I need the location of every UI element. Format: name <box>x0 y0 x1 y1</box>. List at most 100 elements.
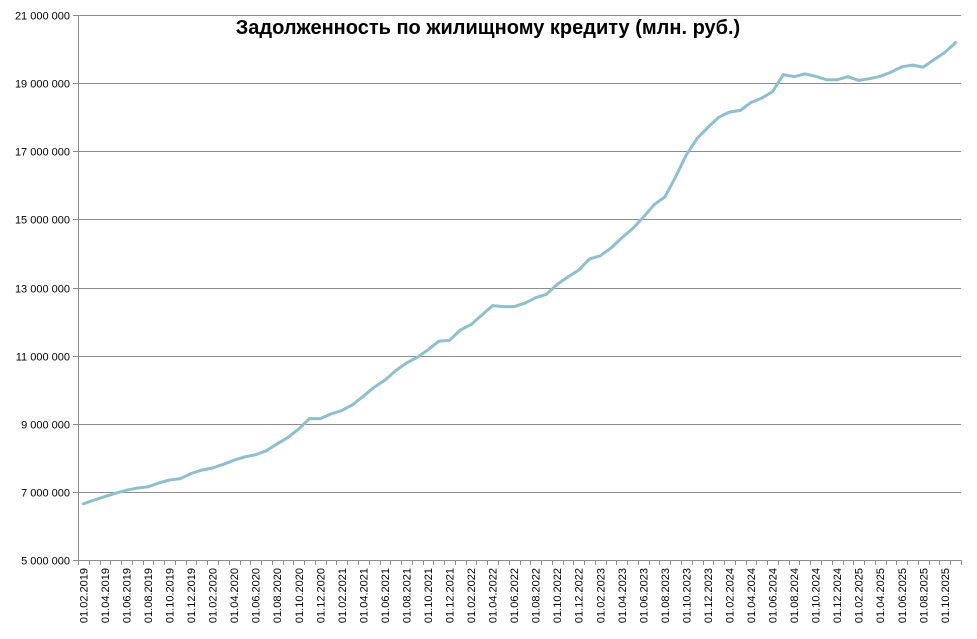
data-point <box>318 417 322 420</box>
data-point <box>415 355 419 359</box>
data-point <box>814 74 817 78</box>
data-point <box>265 449 268 453</box>
data-point <box>695 136 699 140</box>
y-tick-label: 7 000 000 <box>21 488 70 500</box>
data-point <box>728 110 731 114</box>
data-point <box>243 455 247 459</box>
x-tick-label: 01.06.2022 <box>509 568 521 623</box>
data-point <box>340 409 344 412</box>
data-point <box>620 236 624 240</box>
data-point <box>932 58 936 61</box>
x-tick-label: 01.08.2021 <box>401 568 413 623</box>
data-point <box>792 75 796 79</box>
data-point <box>846 75 850 79</box>
data-point <box>577 268 581 272</box>
data-point <box>868 77 871 81</box>
x-tick-label: 01.04.2019 <box>100 568 112 623</box>
data-point <box>254 453 258 457</box>
data-point <box>103 495 107 498</box>
x-tick-label: 01.12.2024 <box>832 568 844 623</box>
data-point <box>232 458 236 462</box>
data-point <box>168 478 171 482</box>
x-tick-label: 01.08.2023 <box>660 568 672 623</box>
data-point <box>674 175 677 179</box>
data-point <box>717 115 721 119</box>
data-point <box>92 498 96 502</box>
x-tick-label: 01.10.2025 <box>940 568 952 623</box>
data-point <box>211 466 215 470</box>
x-tick-label: 01.12.2021 <box>445 568 457 623</box>
x-tick-label: 01.12.2020 <box>315 568 327 623</box>
x-tick-label: 01.10.2023 <box>681 568 693 623</box>
x-tick-label: 01.12.2023 <box>703 568 715 623</box>
x-tick-label: 01.10.2021 <box>423 568 435 623</box>
data-point <box>491 304 494 307</box>
data-point <box>297 427 301 431</box>
x-tick-label: 01.12.2019 <box>186 568 198 623</box>
data-point <box>200 468 204 472</box>
data-point <box>275 442 279 446</box>
y-axis-tick-labels: 5 000 000 7 000 000 9 000 000 11 000 000 13 … <box>15 11 70 568</box>
x-axis-tick-labels: 01.02.2019 01.04.2019 01.06.2019 01.08.2019… <box>78 568 951 623</box>
y-tick-label: 15 000 000 <box>15 215 70 227</box>
y-tick-label: 5 000 000 <box>21 556 70 568</box>
x-tick-label: 01.10.2020 <box>294 568 306 623</box>
data-point <box>329 412 333 416</box>
data-point <box>706 126 710 129</box>
data-point <box>857 79 861 82</box>
x-tick-label: 01.08.2024 <box>789 568 801 623</box>
data-point <box>512 305 516 308</box>
data-point <box>760 96 764 100</box>
data-point <box>954 41 957 44</box>
data-point <box>523 301 527 305</box>
axes <box>73 15 962 565</box>
x-tick-label: 01.04.2021 <box>358 568 370 623</box>
data-point <box>178 477 182 480</box>
data-point <box>825 78 828 82</box>
x-tick-label: 01.02.2023 <box>595 568 607 623</box>
data-point <box>738 109 742 112</box>
data-point <box>911 63 914 67</box>
x-tick-label: 01.02.2024 <box>724 568 736 623</box>
data-point <box>566 275 570 279</box>
x-tick-label: 01.06.2019 <box>121 568 133 623</box>
data-point <box>501 305 505 308</box>
data-point <box>943 51 947 54</box>
y-tick-label: 19 000 000 <box>15 79 70 91</box>
chart-title: Задолженность по жилищному кредиту (млн.… <box>236 17 740 39</box>
x-tick-label: 01.06.2023 <box>638 568 650 623</box>
data-point <box>631 227 634 231</box>
x-tick-label: 01.10.2022 <box>552 568 564 623</box>
series-line <box>81 41 958 506</box>
data-point <box>480 313 484 317</box>
data-point <box>351 403 354 407</box>
data-point <box>588 257 591 261</box>
data-point <box>878 74 882 78</box>
x-tick-label: 01.04.2020 <box>229 568 241 623</box>
x-tick-label: 01.04.2023 <box>617 568 629 623</box>
data-point <box>641 215 645 219</box>
data-point <box>771 90 774 93</box>
x-tick-label: 01.06.2024 <box>768 568 780 623</box>
data-point <box>146 485 150 489</box>
data-point <box>157 481 161 485</box>
x-tick-label: 01.04.2024 <box>746 568 758 623</box>
data-point <box>555 283 559 286</box>
x-tick-label: 01.02.2020 <box>208 568 220 623</box>
data-point <box>781 73 785 76</box>
y-tick-label: 13 000 000 <box>15 284 70 296</box>
data-point <box>405 361 408 365</box>
data-point <box>609 246 613 250</box>
data-point <box>394 369 398 372</box>
data-point <box>458 328 462 332</box>
data-point <box>900 65 904 69</box>
y-tick-label: 11 000 000 <box>16 352 70 364</box>
data-point <box>652 203 656 207</box>
x-tick-label: 01.06.2021 <box>380 568 392 623</box>
series-layer <box>81 41 958 506</box>
data-point <box>222 462 225 466</box>
data-point <box>114 491 118 495</box>
data-point <box>663 195 667 199</box>
